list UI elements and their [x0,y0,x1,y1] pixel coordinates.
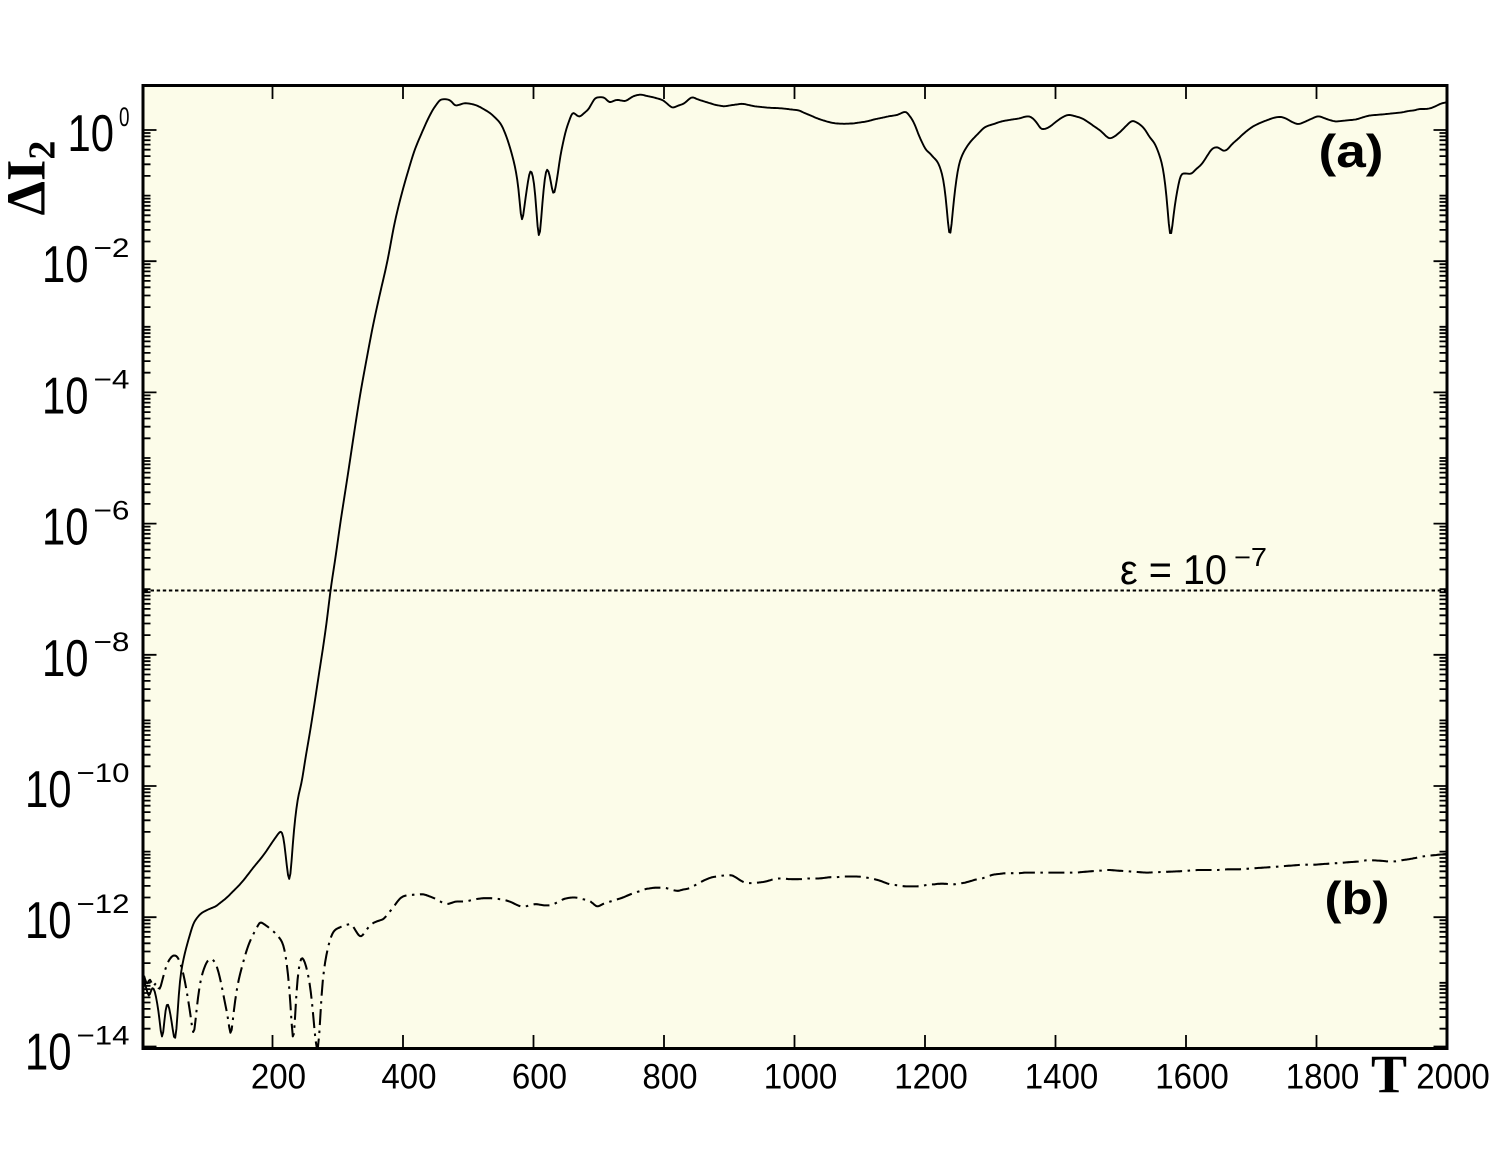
svg-text:10: 10 [25,892,72,950]
svg-text:0: 0 [119,102,130,132]
svg-text:1600: 1600 [1155,1058,1229,1097]
svg-text:−12: −12 [77,889,130,919]
svg-text:1200: 1200 [894,1058,968,1097]
svg-text:400: 400 [381,1058,436,1097]
svg-text:(a): (a) [1319,125,1384,177]
svg-text:T: T [1371,1044,1407,1104]
svg-text:10: 10 [68,105,115,163]
svg-text:10: 10 [25,1023,72,1081]
svg-text:1400: 1400 [1025,1058,1099,1097]
svg-text:−10: −10 [77,758,130,788]
svg-text:−7: −7 [1234,542,1267,572]
svg-text:−8: −8 [94,627,130,657]
svg-text:ε = 10: ε = 10 [1120,546,1227,593]
svg-text:600: 600 [512,1058,567,1097]
svg-text:−4: −4 [94,364,130,394]
svg-text:1800: 1800 [1286,1058,1360,1097]
svg-text:10: 10 [42,236,89,294]
svg-text:1000: 1000 [764,1058,838,1097]
svg-text:800: 800 [642,1058,697,1097]
svg-text:−14: −14 [77,1020,130,1050]
svg-text:−2: −2 [94,233,130,263]
svg-text:10: 10 [42,630,89,688]
svg-text:(b): (b) [1325,872,1390,924]
svg-text:10: 10 [42,499,89,557]
svg-text:10: 10 [42,367,89,425]
svg-text:−6: −6 [94,496,130,526]
svg-text:2000: 2000 [1416,1058,1490,1097]
svg-text:10: 10 [25,761,72,819]
svg-text:200: 200 [251,1058,306,1097]
